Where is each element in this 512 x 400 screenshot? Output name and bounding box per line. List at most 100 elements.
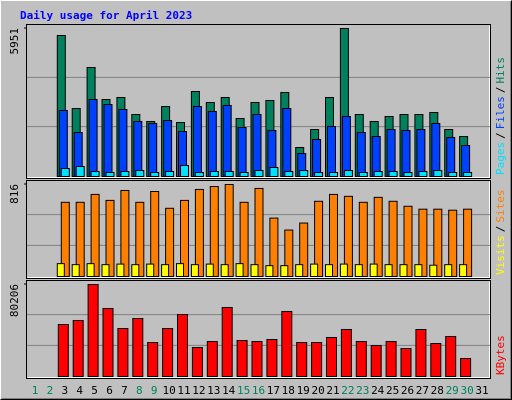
bar [120, 189, 130, 278]
bar [251, 340, 263, 378]
bar [430, 342, 442, 378]
bar [385, 340, 397, 378]
bar [280, 265, 289, 278]
bar [86, 263, 95, 278]
bar [207, 110, 217, 177]
panel-bevel [27, 181, 490, 278]
bar [102, 307, 114, 377]
bar [56, 263, 65, 278]
bar [146, 263, 155, 278]
bar [369, 263, 378, 278]
bar [163, 119, 173, 177]
bar [446, 137, 456, 177]
bar [105, 171, 115, 178]
bar [325, 264, 333, 278]
bar [403, 205, 413, 278]
bar [269, 166, 279, 178]
bar [373, 171, 383, 177]
bar [239, 171, 249, 178]
bar [284, 171, 294, 177]
bar [461, 145, 471, 178]
bar [358, 171, 368, 178]
bar [148, 123, 158, 177]
bar [194, 188, 204, 277]
bar [205, 263, 214, 278]
bar [414, 264, 423, 278]
bar [463, 171, 473, 178]
bar [295, 264, 304, 278]
bar [326, 336, 337, 377]
bar [191, 346, 203, 378]
bar [135, 170, 145, 177]
bar [354, 264, 363, 278]
bar [161, 264, 170, 278]
bar [356, 132, 366, 177]
bar [341, 115, 351, 177]
x-tick-label: 28 [431, 384, 444, 397]
bar [103, 104, 113, 177]
bar [415, 328, 427, 378]
bar [133, 120, 143, 177]
bar [340, 328, 352, 378]
bar [72, 319, 84, 377]
bar [284, 229, 294, 278]
x-tick-label: 27 [416, 384, 429, 397]
bar [224, 171, 234, 177]
bar [448, 171, 458, 178]
bar [239, 201, 249, 277]
bar [75, 166, 85, 177]
legend-separator: / [494, 226, 507, 233]
bar [329, 171, 338, 178]
bar [314, 200, 324, 278]
bar [117, 327, 129, 378]
legend-entry: Files [494, 96, 507, 129]
bar [57, 323, 69, 377]
x-tick-label: 5 [91, 384, 98, 397]
bar [418, 208, 428, 277]
y-max-label: 5951 [8, 28, 21, 55]
bar [266, 338, 278, 377]
bar [339, 263, 348, 278]
x-tick-label: 31 [475, 384, 488, 397]
x-tick-label: 8 [136, 384, 143, 397]
bar [371, 136, 381, 178]
legend: Visits / Sites [494, 190, 507, 276]
bar [296, 342, 308, 378]
bar [355, 340, 367, 378]
x-tick-label: 20 [311, 384, 324, 397]
bar [431, 123, 441, 177]
bar [418, 171, 428, 177]
x-tick-label: 9 [151, 384, 158, 397]
bar [206, 340, 218, 378]
legend-entry: Hits [494, 57, 507, 84]
bar [194, 171, 204, 178]
bar [400, 348, 412, 378]
bar [269, 217, 279, 277]
bar [460, 357, 472, 377]
bar [135, 201, 145, 277]
y-max-label: 816 [8, 184, 21, 204]
bar [222, 104, 232, 177]
bar [448, 209, 458, 278]
bar [386, 128, 396, 178]
bar [75, 201, 85, 277]
x-tick-label: 22 [341, 384, 354, 397]
legend-entry: KBytes [494, 335, 507, 375]
y-max-label: 80206 [8, 284, 21, 317]
bar [101, 264, 110, 278]
bar [224, 184, 234, 277]
x-tick-label: 26 [401, 384, 414, 397]
bar [343, 195, 353, 278]
panel-bevel [27, 25, 490, 178]
x-tick-label: 11 [177, 384, 190, 397]
bar [221, 306, 233, 377]
x-tick-label: 21 [326, 384, 339, 397]
bar [282, 108, 292, 177]
bar [329, 193, 338, 277]
x-tick-label: 10 [162, 384, 175, 397]
x-tick-label: 6 [106, 384, 113, 397]
bar [209, 171, 219, 177]
x-tick-label: 23 [356, 384, 369, 397]
bar [429, 264, 438, 278]
